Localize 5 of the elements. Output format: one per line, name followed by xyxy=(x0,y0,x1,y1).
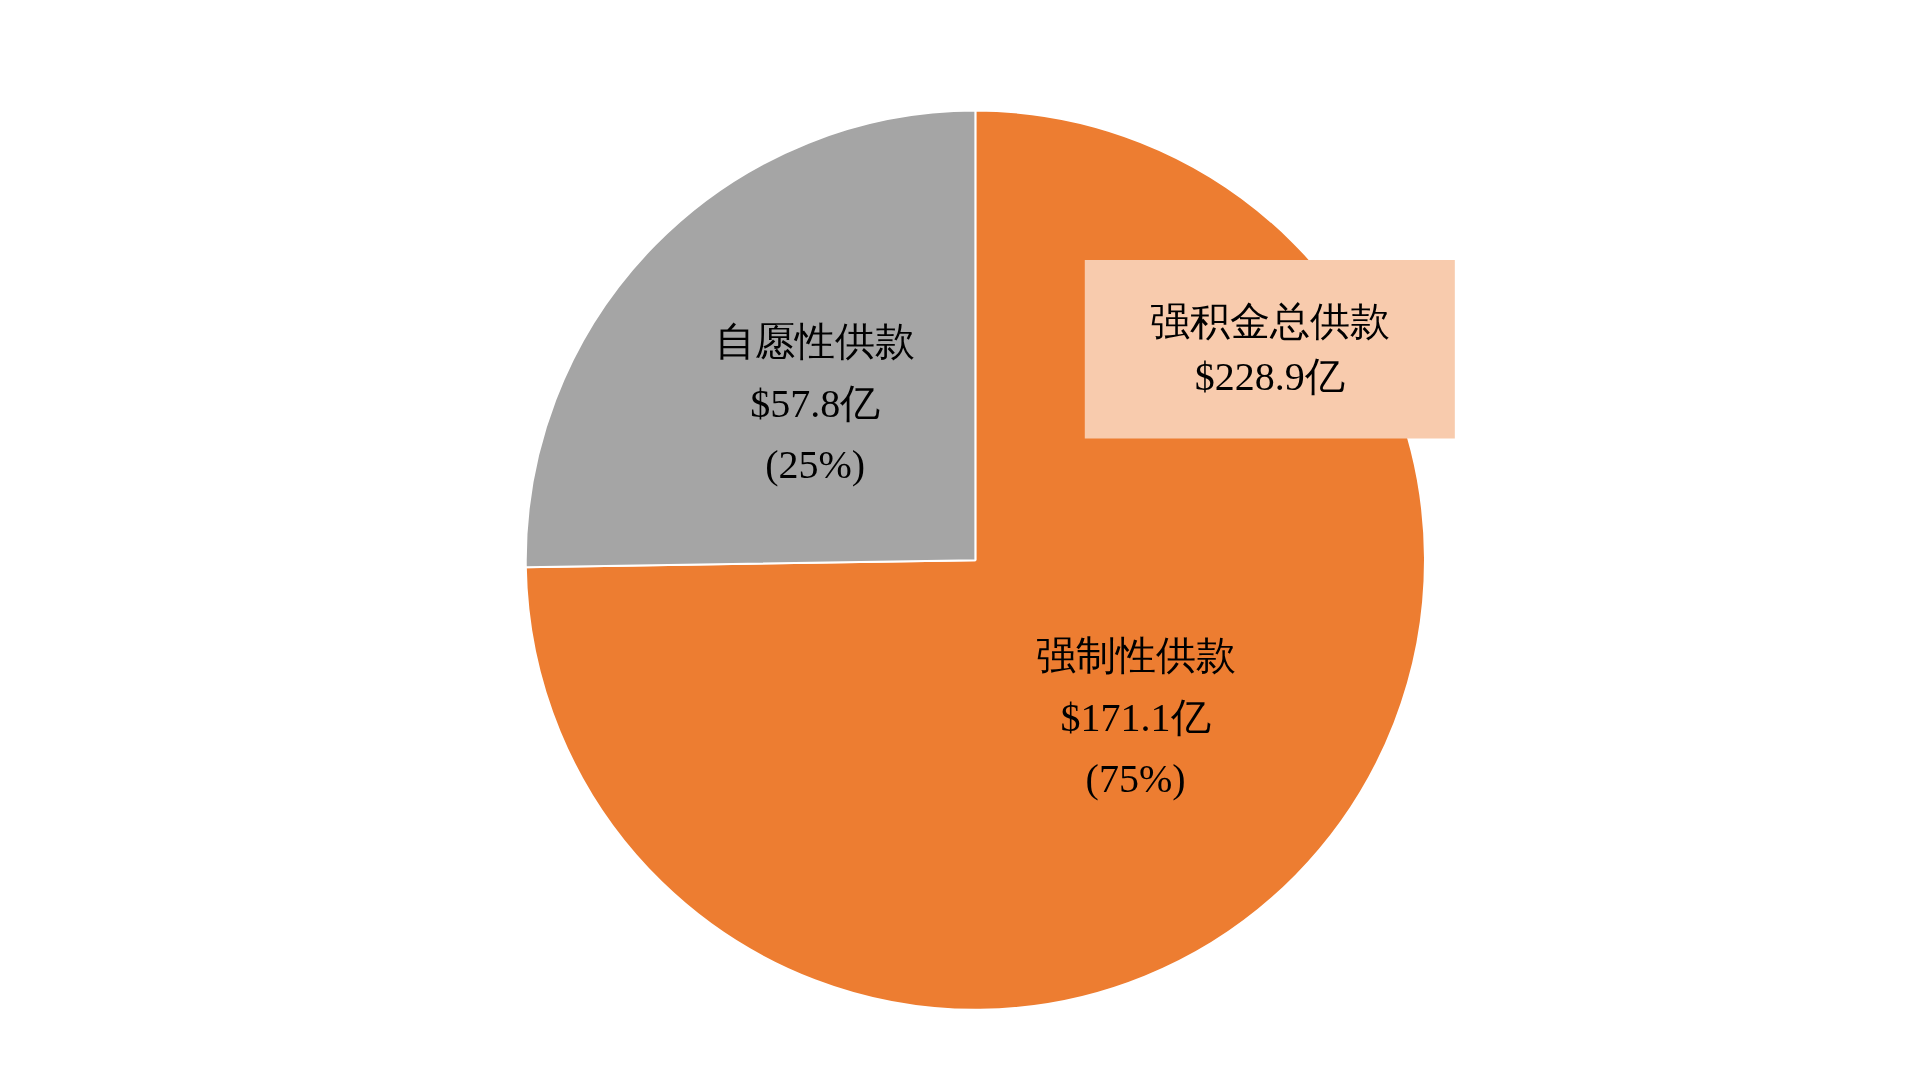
data-label: $57.8亿 (25%) xyxy=(750,380,881,488)
slice-label: 自愿性供款 xyxy=(715,319,916,365)
text: 强积金总供款 $228.9亿 xyxy=(1149,298,1390,400)
slice-label: 强制性供款 xyxy=(1035,633,1236,679)
data-label: $171.1亿 (75%) xyxy=(1060,694,1211,802)
